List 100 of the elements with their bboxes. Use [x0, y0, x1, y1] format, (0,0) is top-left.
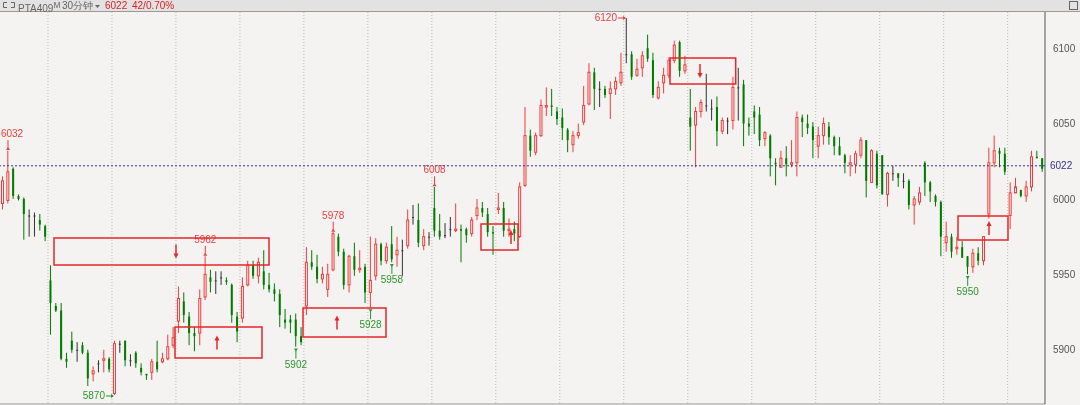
candlestick — [49, 264, 52, 336]
candlestick — [475, 198, 479, 221]
candlestick — [705, 73, 708, 113]
candlestick — [753, 104, 756, 135]
candlestick — [417, 202, 420, 248]
candlestick — [992, 135, 996, 168]
candlestick — [566, 127, 569, 153]
candlestick — [193, 326, 196, 352]
candlestick — [646, 34, 649, 63]
candlestick — [854, 150, 858, 174]
candlestick — [630, 50, 633, 81]
candlestick — [1003, 147, 1006, 176]
candlestick — [156, 340, 159, 373]
candlestick — [380, 242, 383, 266]
candlestick — [662, 67, 666, 94]
candlestick — [912, 195, 916, 226]
candlestick — [214, 270, 217, 295]
candlestick — [1024, 180, 1028, 203]
candlestick — [76, 341, 79, 363]
candlestick — [614, 76, 618, 96]
candlestick — [598, 80, 601, 108]
candlestick — [971, 248, 975, 274]
candlestick — [640, 50, 644, 78]
candlestick — [502, 201, 505, 238]
candlestick — [460, 224, 463, 263]
y-tick-label: 6000 — [1053, 193, 1076, 205]
candlestick — [326, 263, 330, 298]
candlestick — [561, 107, 564, 141]
candlestick — [278, 288, 281, 328]
y-tick-label: 6050 — [1053, 118, 1076, 130]
candlestick — [843, 153, 846, 174]
candlestick — [433, 186, 436, 238]
candlestick — [918, 186, 922, 206]
candlestick — [769, 133, 772, 177]
candlestick — [608, 80, 612, 120]
candlestick — [929, 180, 932, 203]
annotation: 5950 — [956, 286, 980, 298]
candlestick — [171, 326, 175, 349]
candlestick — [300, 326, 303, 346]
candlestick — [529, 129, 532, 158]
candlestick — [955, 236, 959, 256]
candlestick — [763, 130, 767, 147]
candlestick — [310, 249, 313, 271]
candlestick — [97, 359, 100, 373]
candlestick — [593, 67, 596, 111]
candlestick — [737, 67, 740, 122]
text: 42/0.70% — [132, 0, 175, 11]
candlestick — [571, 130, 575, 153]
candlestick — [284, 308, 287, 330]
candlestick — [368, 236, 372, 309]
candlestick — [91, 365, 95, 382]
candlestick — [944, 221, 948, 253]
annotation: 5958 — [380, 273, 404, 285]
candlestick — [635, 58, 639, 78]
candlestick — [166, 334, 170, 361]
candlestick — [220, 270, 223, 286]
candlestick — [790, 139, 794, 168]
candlestick — [316, 254, 319, 284]
candlestick — [438, 213, 441, 241]
candlestick — [262, 249, 265, 290]
candlestick — [203, 255, 207, 301]
candlestick — [544, 86, 548, 117]
candlestick — [848, 154, 852, 177]
candlestick — [412, 204, 415, 226]
candlestick — [550, 88, 553, 117]
candlestick — [449, 216, 452, 238]
candlestick — [694, 106, 698, 168]
y-tick-label: 6100 — [1053, 42, 1076, 54]
candlestick — [747, 117, 750, 137]
candlestick — [454, 202, 458, 233]
chart-subtitle: 30分钟 — [62, 0, 94, 11]
candlestick — [209, 269, 212, 293]
candlestick — [827, 121, 830, 146]
candlestick — [785, 145, 788, 177]
candlestick — [816, 126, 820, 159]
candlestick — [683, 55, 687, 75]
candlestick — [603, 85, 606, 99]
y-tick-label: 5900 — [1053, 344, 1076, 356]
candlestick — [950, 233, 953, 259]
y-tick-label: 5950 — [1053, 268, 1076, 280]
candlestick — [22, 196, 25, 241]
candlestick — [811, 121, 814, 159]
candlestick — [886, 171, 890, 207]
ref-line-label: 6022 — [1050, 160, 1073, 172]
candlestick — [33, 212, 36, 238]
candlestick — [246, 260, 250, 287]
candlestick — [176, 285, 180, 334]
candlestick — [384, 242, 388, 265]
candlestick — [492, 225, 494, 256]
candlestick — [555, 106, 558, 126]
candlestick — [833, 135, 836, 156]
annotation: 5870 — [82, 390, 106, 401]
candlestick — [699, 98, 703, 119]
candlestick — [294, 313, 297, 348]
candlestick — [118, 340, 121, 354]
annotation: 6032 — [0, 128, 24, 140]
candlestick — [444, 222, 447, 239]
candlestick — [70, 331, 73, 354]
annotation: 5928 — [359, 319, 383, 331]
candlestick — [998, 147, 1001, 168]
